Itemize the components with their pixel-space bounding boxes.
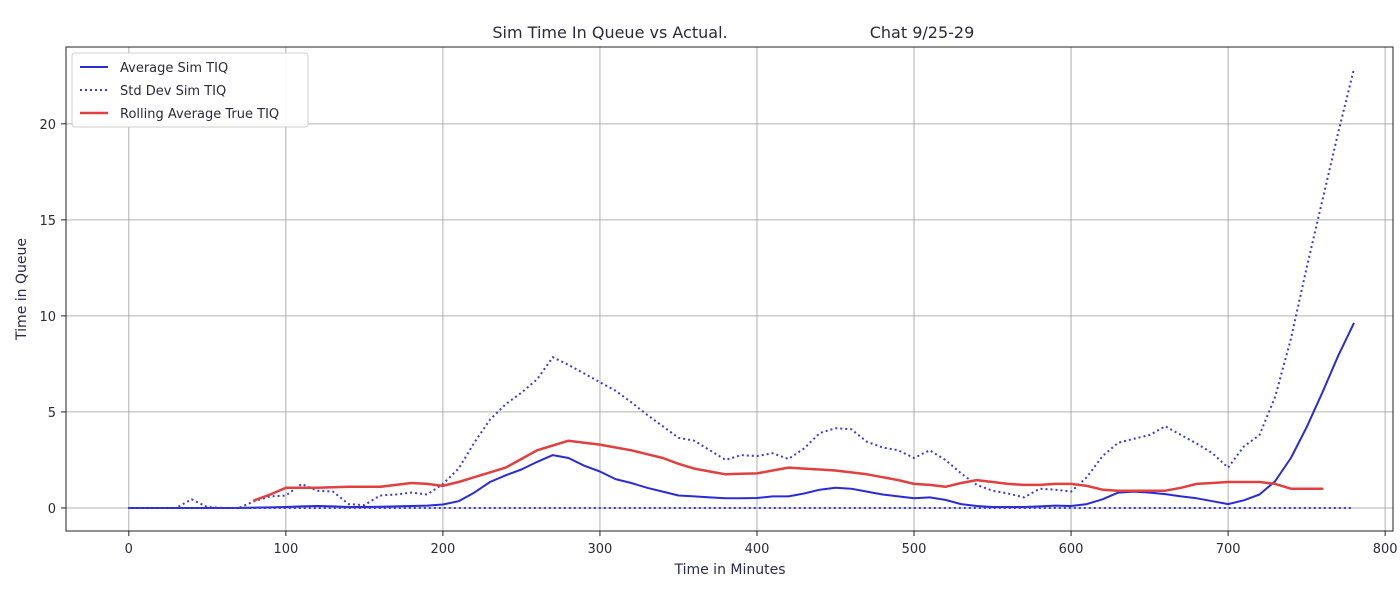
axis-ticks: 0 100 200 300 400 500 600 700 800 0 5 10 15 20 (39, 118, 1397, 557)
y-tick-label: 15 (39, 214, 56, 229)
x-tick-label: 800 (1373, 542, 1398, 557)
x-tick-label: 600 (1059, 542, 1084, 557)
chart-title-left: Sim Time In Queue vs Actual. (492, 23, 727, 42)
x-tick-label: 700 (1216, 542, 1241, 557)
legend-box (71, 52, 309, 128)
series-line-rolling-average-true-tiq (253, 439, 1324, 502)
series-layer (127, 69, 1355, 509)
legend-label-rolling-true: Rolling Average True TIQ (120, 107, 279, 122)
y-tick-label: 10 (39, 310, 56, 325)
x-tick-label: 100 (273, 542, 298, 557)
x-tick-label: 300 (588, 542, 613, 557)
legend: Average Sim TIQ Std Dev Sim TIQ Rolling … (71, 52, 309, 128)
x-tick-label: 400 (745, 542, 770, 557)
y-tick-label: 20 (39, 118, 56, 133)
legend-label-average-sim: Average Sim TIQ (120, 61, 228, 76)
y-tick-label: 0 (48, 502, 56, 517)
y-tick-label: 5 (48, 406, 56, 421)
series-line-std-dev-sim-tiq (128, 69, 1355, 509)
x-tick-label: 500 (902, 542, 927, 557)
chart-title-right: Chat 9/25-29 (870, 23, 975, 42)
y-axis-label: Time in Queue (14, 238, 30, 341)
x-tick-label: 200 (430, 542, 455, 557)
legend-label-stddev-sim: Std Dev Sim TIQ (120, 84, 226, 99)
x-tick-label: 0 (125, 542, 133, 557)
plot-frame (65, 46, 1394, 532)
series-line-average-sim-tiq (127, 322, 1355, 509)
x-axis-label: Time in Minutes (673, 562, 785, 578)
